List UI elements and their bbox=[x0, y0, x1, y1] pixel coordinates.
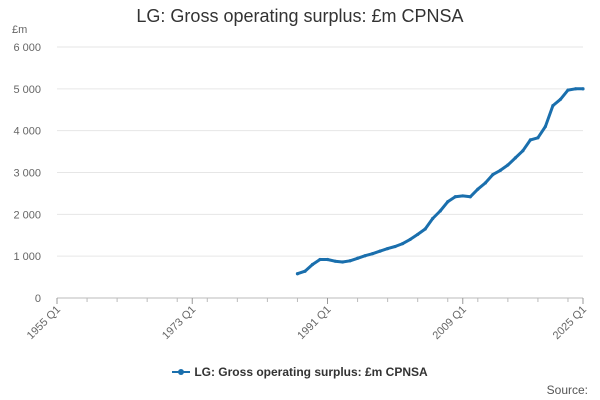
data-point bbox=[528, 138, 533, 142]
data-point bbox=[333, 259, 337, 263]
data-point bbox=[476, 187, 480, 191]
x-tick-label: 2009 Q1 bbox=[431, 304, 469, 342]
x-tick-label: 1955 Q1 bbox=[25, 304, 63, 342]
data-point bbox=[371, 252, 375, 256]
y-axis-label: £m bbox=[12, 24, 27, 36]
data-point bbox=[340, 260, 345, 264]
y-tick-label: 3 000 bbox=[13, 168, 41, 180]
data-point bbox=[453, 195, 457, 199]
data-point bbox=[386, 247, 390, 251]
x-tick-label: 2025 Q1 bbox=[551, 304, 589, 342]
x-tick-label: 1991 Q1 bbox=[295, 304, 333, 342]
data-point bbox=[378, 249, 382, 253]
data-point bbox=[513, 156, 517, 160]
data-point bbox=[401, 242, 405, 246]
data-point bbox=[461, 194, 465, 198]
y-tick-label: 5 000 bbox=[13, 84, 41, 96]
data-point bbox=[431, 216, 435, 221]
y-tick-label: 4 000 bbox=[13, 126, 41, 138]
data-point bbox=[325, 257, 330, 262]
data-point bbox=[355, 256, 360, 260]
data-point bbox=[423, 227, 427, 231]
data-point bbox=[543, 124, 548, 129]
data-point bbox=[551, 103, 555, 108]
data-point bbox=[310, 262, 315, 267]
data-point bbox=[573, 87, 578, 91]
chart-title: LG: Gross operating surplus: £m CPNSA bbox=[136, 6, 464, 26]
data-point bbox=[536, 136, 540, 140]
data-point bbox=[558, 97, 563, 101]
y-tick-label: 1 000 bbox=[13, 251, 41, 263]
source-label: Source: bbox=[546, 383, 588, 397]
legend-swatch bbox=[172, 367, 191, 377]
y-tick-label: 0 bbox=[35, 293, 41, 305]
data-point bbox=[393, 244, 397, 249]
data-point bbox=[438, 209, 442, 213]
legend-label: LG: Gross operating surplus: £m CPNSA bbox=[194, 365, 428, 379]
legend[interactable]: LG: Gross operating surplus: £m CPNSA bbox=[0, 365, 600, 379]
data-point bbox=[446, 200, 450, 204]
data-point bbox=[468, 195, 472, 199]
data-point bbox=[318, 257, 322, 262]
data-point bbox=[303, 269, 307, 273]
data-point bbox=[483, 181, 487, 185]
data-point bbox=[521, 149, 525, 153]
x-tick-label: 1973 Q1 bbox=[160, 304, 198, 342]
data-point bbox=[295, 272, 300, 276]
y-tick-label: 6 000 bbox=[13, 42, 41, 54]
data-point bbox=[348, 259, 352, 263]
series-line bbox=[296, 87, 585, 276]
y-tick-label: 2 000 bbox=[13, 209, 41, 221]
data-point bbox=[506, 163, 510, 167]
data-point bbox=[363, 254, 367, 258]
data-point bbox=[581, 87, 585, 91]
data-point bbox=[498, 168, 502, 173]
data-point bbox=[491, 172, 495, 177]
data-point bbox=[416, 232, 420, 237]
data-point bbox=[408, 237, 412, 242]
data-point bbox=[566, 88, 570, 92]
